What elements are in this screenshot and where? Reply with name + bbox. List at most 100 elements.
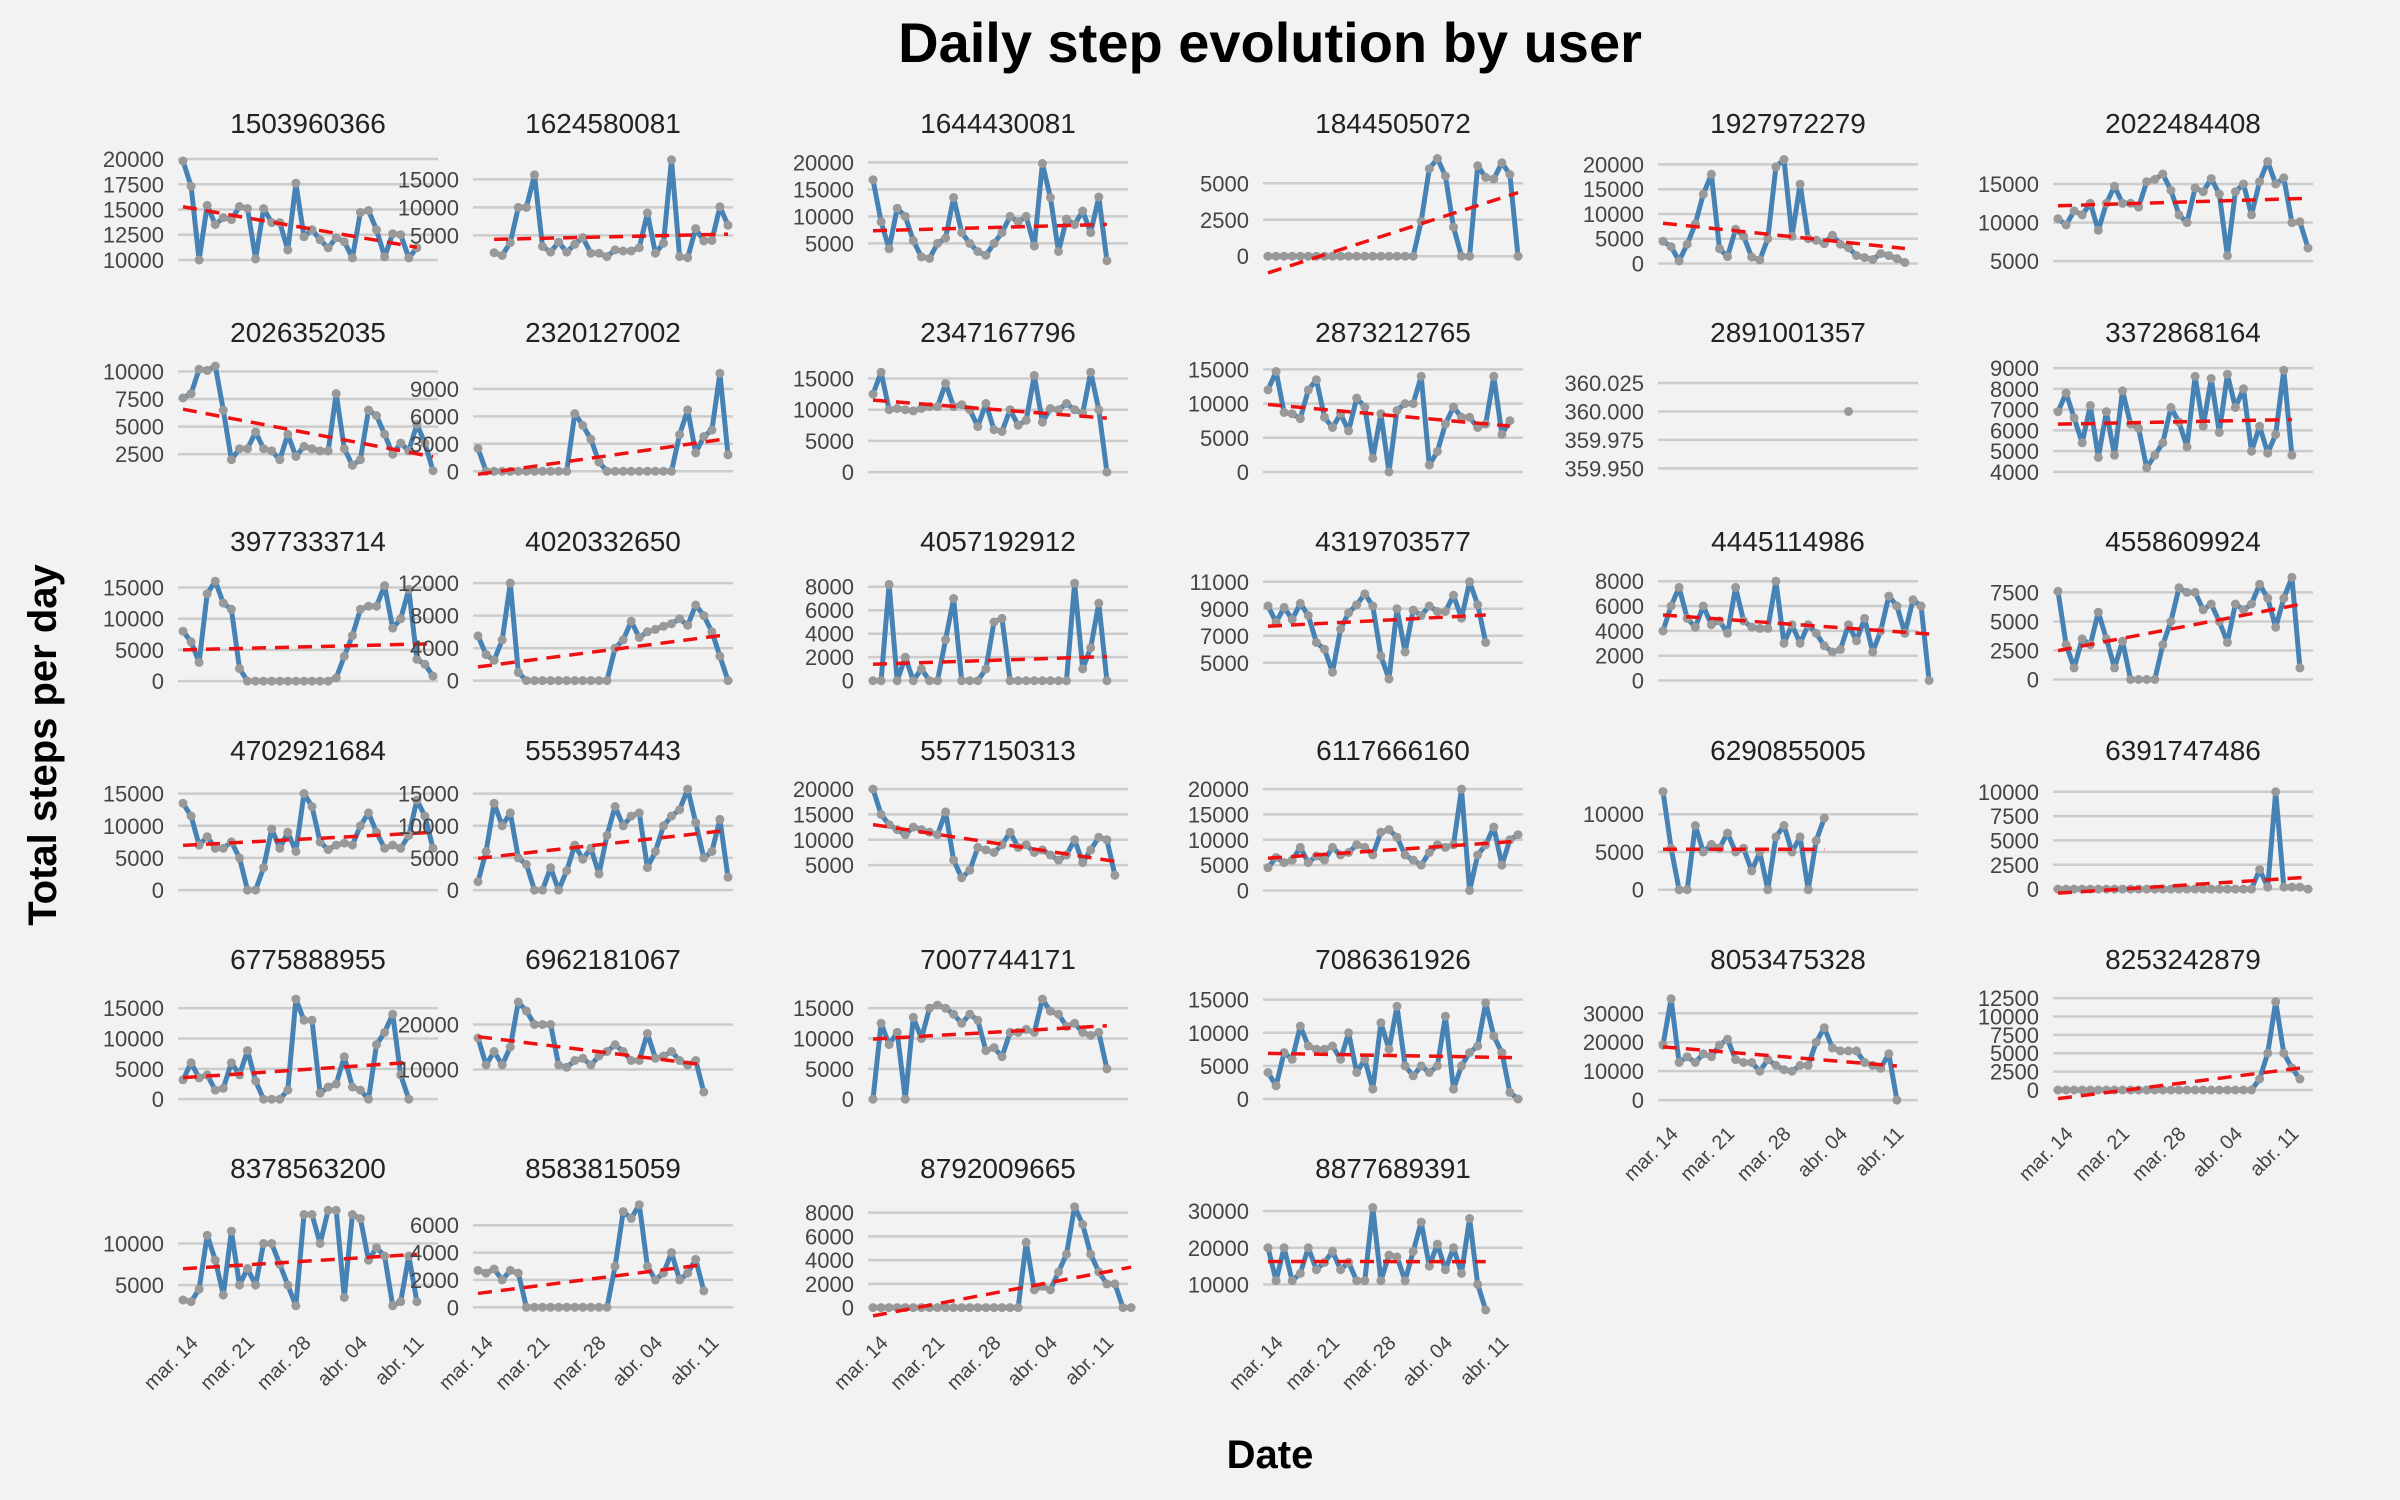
data-point: [404, 830, 414, 840]
data-point: [941, 233, 951, 243]
data-point: [1755, 1066, 1765, 1076]
data-point: [1271, 1081, 1281, 1091]
data-point: [1070, 835, 1080, 845]
panel-6962181067: 6962181067 10000 20000: [398, 944, 733, 1097]
y-tick-label: 2000: [410, 1268, 459, 1293]
data-point: [2263, 157, 2273, 167]
y-tick-label: 5000: [115, 638, 164, 663]
data-point: [497, 635, 507, 645]
data-point: [1674, 1058, 1684, 1067]
data-point: [933, 1000, 942, 1010]
data-point: [1311, 1044, 1321, 1054]
trend-line: [872, 222, 1107, 233]
data-point: [925, 676, 934, 686]
y-tick-label: 5000: [1200, 853, 1249, 878]
data-point: [610, 466, 620, 476]
data-point: [1811, 836, 1821, 846]
y-tick-label: 15000: [1978, 172, 2039, 197]
y-tick-label: 0: [447, 669, 459, 694]
data-point: [1666, 601, 1676, 611]
y-tick-label: 10000: [1978, 1005, 2039, 1030]
data-point: [251, 1280, 261, 1290]
panel-title: 2873212765: [1315, 317, 1471, 348]
data-point: [2303, 884, 2313, 894]
data-point: [267, 218, 277, 228]
y-tick-label: 8000: [805, 575, 854, 600]
data-point: [1086, 845, 1096, 855]
data-point: [1263, 251, 1273, 261]
data-point: [715, 814, 725, 824]
data-point: [618, 246, 628, 256]
data-point: [562, 1302, 572, 1312]
data-point: [1344, 608, 1354, 618]
data-point: [2279, 593, 2289, 603]
data-point: [404, 584, 414, 594]
data-point: [1465, 412, 1475, 422]
data-point: [1368, 453, 1378, 463]
data-point: [2239, 605, 2248, 615]
data-point: [941, 807, 951, 817]
data-point: [1465, 1214, 1475, 1223]
data-point: [355, 1085, 365, 1095]
data-point: [2222, 1085, 2232, 1095]
panel-title: 2022484408: [2105, 108, 2261, 139]
data-point: [2279, 1048, 2289, 1058]
data-point: [949, 193, 959, 202]
trend-line: [477, 1034, 705, 1067]
data-point: [1747, 866, 1757, 876]
data-point: [2182, 442, 2192, 452]
data-point: [1731, 582, 1741, 592]
data-point: [1408, 1071, 1418, 1081]
data-point: [1892, 254, 1902, 264]
data-point: [2134, 423, 2144, 433]
data-point: [908, 406, 918, 416]
data-point: [355, 1214, 365, 1224]
data-point: [497, 821, 507, 831]
data-point: [675, 430, 685, 440]
data-point: [1779, 1065, 1789, 1075]
data-point: [339, 651, 349, 661]
data-point: [989, 617, 999, 627]
panel-title: 6117666160: [1316, 735, 1470, 766]
y-tick-label: 2000: [1595, 644, 1644, 669]
data-point: [178, 393, 188, 403]
data-point: [1295, 598, 1305, 608]
data-point: [372, 225, 381, 235]
panel-title: 8253242879: [2105, 944, 2261, 975]
data-point: [396, 614, 406, 624]
data-point: [1352, 251, 1362, 261]
data-point: [513, 667, 523, 677]
data-point: [2182, 1085, 2192, 1095]
data-point: [1489, 1031, 1499, 1041]
y-tick-label: 5000: [410, 223, 459, 248]
data-point: [2077, 1085, 2087, 1095]
data-point: [2214, 428, 2224, 437]
data-point: [1763, 885, 1773, 895]
y-tick-label: 2500: [1990, 638, 2039, 663]
data-point: [2150, 174, 2160, 184]
data-point: [307, 444, 317, 454]
data-point: [1658, 787, 1668, 797]
data-point: [331, 673, 341, 683]
data-point: [530, 1020, 539, 1029]
y-tick-label: 5000: [805, 1057, 854, 1082]
data-point: [1062, 214, 1071, 224]
data-point: [667, 619, 676, 629]
data-point: [1424, 460, 1434, 470]
data-point: [2263, 882, 2273, 892]
data-point: [1279, 251, 1289, 261]
y-tick-label: 0: [447, 878, 459, 903]
data-point: [884, 820, 894, 830]
data-point: [2206, 599, 2216, 609]
data-point: [2239, 384, 2248, 394]
data-point: [2222, 251, 2232, 261]
data-point: [642, 863, 652, 873]
data-point: [186, 181, 196, 191]
y-tick-label: 10000: [103, 248, 164, 273]
y-tick-label: 0: [1632, 669, 1644, 694]
data-point: [1449, 1243, 1458, 1253]
data-point: [1328, 842, 1337, 852]
y-tick-label: 12000: [398, 571, 459, 596]
data-point: [707, 847, 717, 856]
